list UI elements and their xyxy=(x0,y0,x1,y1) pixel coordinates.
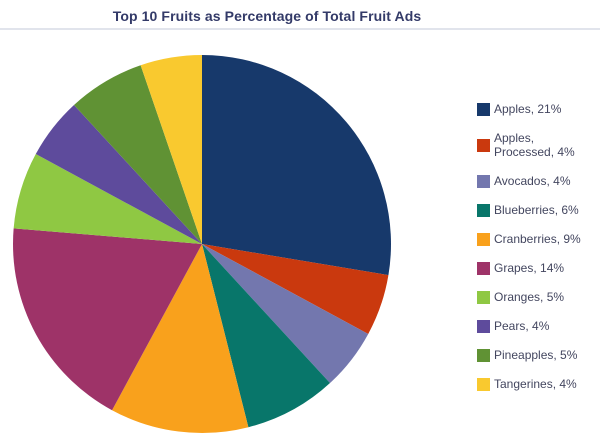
pie-slice-apples xyxy=(202,55,391,276)
legend-label: Pears, 4% xyxy=(494,319,550,333)
pie-chart xyxy=(13,55,391,434)
pie-slice-avocados xyxy=(202,244,369,384)
pie-slice-grapes xyxy=(13,228,202,411)
legend-label: Grapes, 14% xyxy=(494,261,565,275)
legend-label: Apples, Processed, 4% xyxy=(494,131,575,159)
pie-slice-pears xyxy=(35,104,202,244)
legend-swatch-blueberries xyxy=(477,203,490,217)
legend-swatch-apples-processed xyxy=(477,138,490,152)
legend-item-oranges: Oranges, 5% xyxy=(477,290,589,304)
pie-slice-pineapples xyxy=(73,65,203,245)
pie-slice-cranberries xyxy=(112,244,249,434)
pie-slice-oranges xyxy=(13,154,203,244)
legend-item-pears: Pears, 4% xyxy=(477,319,589,333)
legend-label: Apples, 21% xyxy=(494,102,562,116)
legend-swatch-avocados xyxy=(477,174,490,188)
legend-item-blueberries: Blueberries, 6% xyxy=(477,203,589,217)
legend-swatch-cranberries xyxy=(477,232,490,246)
legend-swatch-pears xyxy=(477,319,490,333)
legend-item-tangerines: Tangerines, 4% xyxy=(477,377,589,391)
legend-swatch-tangerines xyxy=(477,377,490,391)
legend-item-apples: Apples, 21% xyxy=(477,102,589,116)
legend-item-apples-processed: Apples, Processed, 4% xyxy=(477,131,589,159)
pie-slice-apples-processed xyxy=(202,244,389,334)
legend-label: Cranberries, 9% xyxy=(494,232,581,246)
chart-title: Top 10 Fruits as Percentage of Total Fru… xyxy=(112,8,422,24)
legend-item-cranberries: Cranberries, 9% xyxy=(477,232,589,246)
legend-item-grapes: Grapes, 14% xyxy=(477,261,589,275)
legend-swatch-grapes xyxy=(477,261,490,275)
legend-label: Blueberries, 6% xyxy=(494,203,579,217)
title-divider xyxy=(0,28,600,30)
pie-slice-tangerines xyxy=(140,55,202,244)
legend-item-pineapples: Pineapples, 5% xyxy=(477,348,589,362)
legend-swatch-pineapples xyxy=(477,348,490,362)
legend-swatch-apples xyxy=(477,102,490,116)
legend-swatch-oranges xyxy=(477,290,490,304)
legend: Apples, 21% Apples, Processed, 4% Avocados… xyxy=(477,102,589,406)
legend-label: Oranges, 5% xyxy=(494,290,565,304)
legend-label: Pineapples, 5% xyxy=(494,348,578,362)
pie-slice-blueberries xyxy=(202,244,331,428)
legend-item-avocados: Avocados, 4% xyxy=(477,174,589,188)
legend-label: Avocados, 4% xyxy=(494,174,571,188)
legend-label: Tangerines, 4% xyxy=(494,377,577,391)
